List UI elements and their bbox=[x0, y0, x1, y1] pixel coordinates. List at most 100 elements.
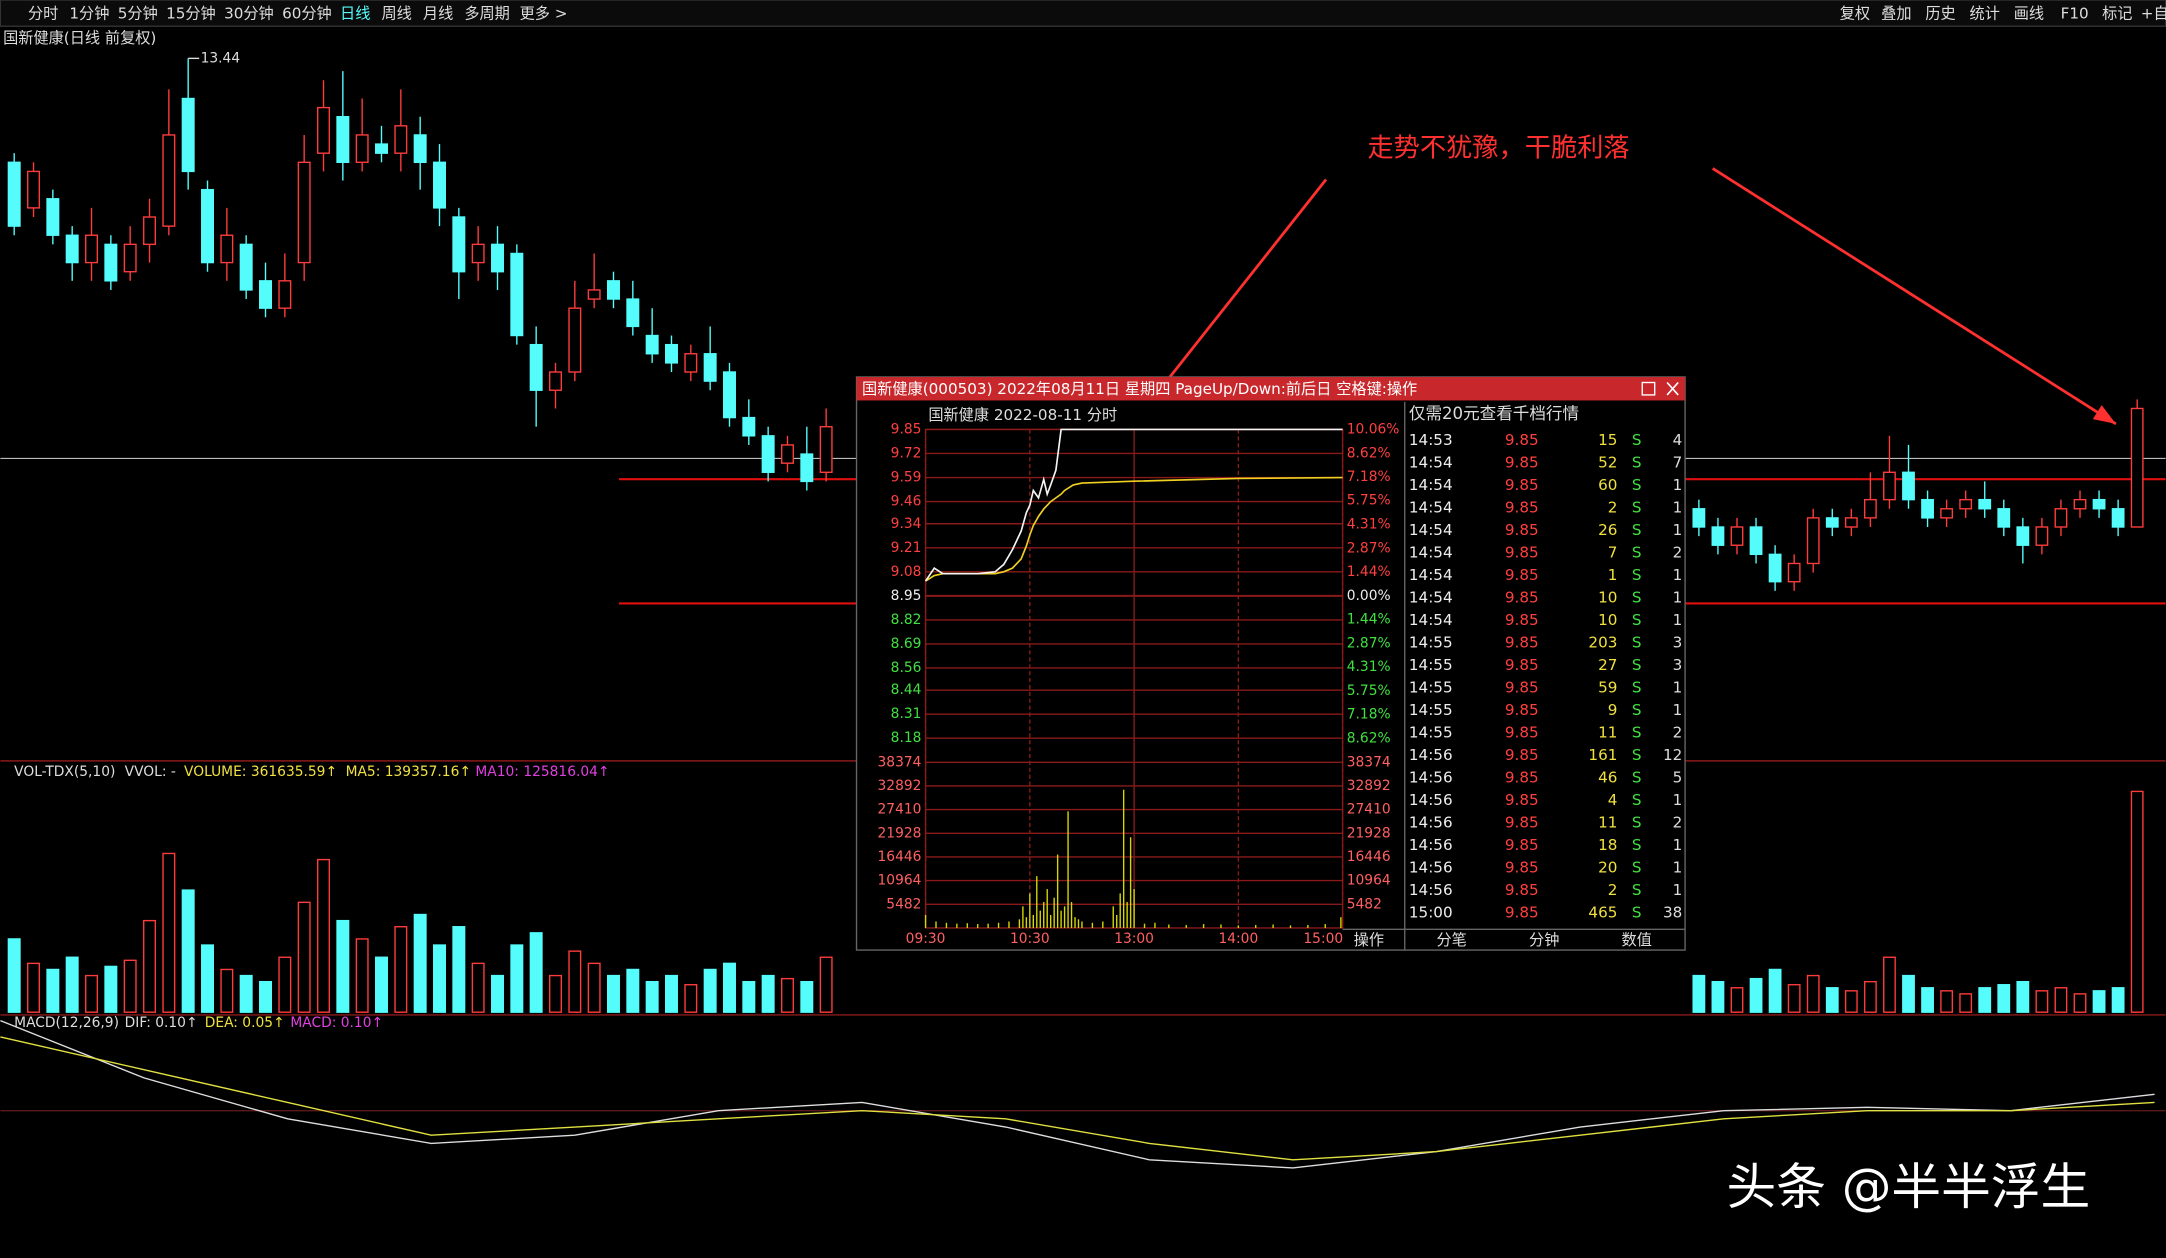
volume-bar bbox=[1921, 987, 1934, 1013]
trade-cell: 9.85 bbox=[1505, 589, 1539, 607]
candle-body bbox=[587, 289, 601, 300]
y-tick-label: 9.08 bbox=[891, 564, 922, 580]
volume-bar bbox=[220, 968, 234, 1013]
trade-cell: 1 bbox=[1608, 566, 1618, 584]
trade-cell: S bbox=[1632, 769, 1642, 787]
trade-cell: 465 bbox=[1588, 904, 1617, 922]
y2-tick-label: 5.75% bbox=[1347, 683, 1391, 699]
candle-body bbox=[1844, 517, 1858, 528]
volume-tick-label: 16446 bbox=[878, 849, 922, 865]
volume-bar bbox=[2035, 990, 2049, 1013]
trade-cell: 15:00 bbox=[1409, 904, 1453, 922]
trade-cell: 60 bbox=[1598, 476, 1617, 494]
macd-header: MACD(12,26,9) bbox=[14, 1015, 119, 1031]
trade-cell: 59 bbox=[1598, 679, 1617, 697]
toolbar-tab[interactable]: 15分钟 bbox=[166, 4, 216, 22]
candle-body bbox=[645, 334, 659, 355]
y2-tick-label: 8.62% bbox=[1347, 445, 1391, 461]
trade-cell: 14:53 bbox=[1409, 431, 1453, 449]
y-tick-label: 8.18 bbox=[891, 730, 922, 746]
candle-body bbox=[2054, 508, 2068, 528]
candle-body bbox=[2073, 498, 2087, 510]
toolbar-tab[interactable]: 5分钟 bbox=[118, 4, 158, 22]
toolbar-button[interactable]: 画线 bbox=[2014, 4, 2044, 22]
watermark: 头条 @半半浮生 bbox=[1726, 1158, 2090, 1216]
y2-tick-label: 4.31% bbox=[1347, 659, 1391, 675]
trade-cell: 27 bbox=[1598, 656, 1617, 674]
volume-bar bbox=[2092, 990, 2106, 1013]
trade-cell: 1 bbox=[1673, 476, 1683, 494]
toolbar-button[interactable]: 统计 bbox=[1970, 4, 2000, 22]
toolbar-button[interactable]: 叠加 bbox=[1881, 4, 1911, 22]
y-tick-label: 8.69 bbox=[891, 636, 922, 652]
trade-cell: 14:54 bbox=[1409, 611, 1453, 629]
trade-cell: 9.85 bbox=[1505, 859, 1539, 877]
x-tick-label: 09:30 bbox=[906, 931, 946, 947]
volume-bar bbox=[181, 889, 195, 1013]
macd-header: DEA: 0.05↑ bbox=[205, 1015, 285, 1031]
toolbar-tab[interactable]: 周线 bbox=[382, 4, 412, 22]
popup-tab[interactable]: 操作 bbox=[1354, 931, 1384, 949]
trade-cell: 14:56 bbox=[1409, 881, 1453, 899]
toolbar-tab[interactable]: 更多 > bbox=[520, 4, 568, 22]
trade-cell: S bbox=[1632, 656, 1642, 674]
candle-body bbox=[2130, 407, 2144, 528]
volume-bar bbox=[1787, 984, 1801, 1013]
toolbar-button[interactable]: 复权 bbox=[1840, 4, 1870, 22]
toolbar-tab[interactable]: 30分钟 bbox=[224, 4, 274, 22]
toolbar-tab[interactable]: 日线 bbox=[340, 4, 370, 22]
trade-cell: 9.85 bbox=[1505, 431, 1539, 449]
macd-header: MACD: 0.10↑ bbox=[290, 1015, 383, 1031]
trade-cell: 15 bbox=[1598, 431, 1617, 449]
toolbar-button[interactable]: 历史 bbox=[1925, 4, 1955, 22]
candle-body bbox=[1883, 471, 1896, 501]
trade-cell: 9.85 bbox=[1505, 611, 1539, 629]
candle-body bbox=[761, 435, 775, 473]
trade-cell: S bbox=[1632, 589, 1642, 607]
candle-body bbox=[317, 106, 330, 154]
volume-bar bbox=[568, 950, 582, 1013]
trade-cell: S bbox=[1632, 544, 1642, 562]
candle-body bbox=[1806, 517, 1820, 565]
candle-body bbox=[1768, 553, 1782, 583]
trade-cell: 12 bbox=[1663, 746, 1682, 764]
volume-bar bbox=[2111, 987, 2125, 1013]
toolbar-tab[interactable]: 多周期 bbox=[464, 4, 510, 22]
y-tick-label: 8.82 bbox=[891, 612, 922, 628]
trade-cell: S bbox=[1632, 791, 1642, 809]
toolbar-tab[interactable]: 1分钟 bbox=[69, 4, 109, 22]
toolbar-tab[interactable]: 分时 bbox=[28, 4, 58, 22]
trade-cell: 14:54 bbox=[1409, 476, 1453, 494]
candle-body bbox=[1940, 508, 1954, 519]
volume-bar bbox=[259, 980, 272, 1013]
y-tick-label: 8.56 bbox=[891, 660, 922, 676]
toolbar-button[interactable]: F10 bbox=[2061, 4, 2089, 22]
toolbar bbox=[0, 0, 2166, 27]
trade-cell: S bbox=[1632, 724, 1642, 742]
volume-bar bbox=[819, 956, 833, 1013]
trade-cell: 7 bbox=[1673, 454, 1683, 472]
candle-body bbox=[800, 453, 814, 483]
popup-maximize[interactable] bbox=[1641, 381, 1656, 396]
trade-cell: 9.85 bbox=[1505, 679, 1539, 697]
volume-bar bbox=[413, 913, 427, 1013]
popup-close[interactable] bbox=[1666, 381, 1679, 396]
trade-cell: 10 bbox=[1598, 589, 1617, 607]
trade-cell: 14:54 bbox=[1409, 544, 1453, 562]
toolbar-button[interactable]: +自 bbox=[2141, 4, 2166, 22]
trade-cell: 3 bbox=[1673, 634, 1683, 652]
toolbar-tab[interactable]: 60分钟 bbox=[282, 4, 332, 22]
popup-tab[interactable]: 分笔 bbox=[1437, 931, 1467, 949]
toolbar-button[interactable]: 标记 bbox=[2102, 4, 2132, 22]
popup-tab[interactable]: 分钟 bbox=[1529, 931, 1559, 949]
candle-body bbox=[1787, 562, 1801, 583]
toolbar-tab[interactable]: 月线 bbox=[423, 4, 453, 22]
candle-body bbox=[529, 343, 543, 391]
y2-tick-label: 7.18% bbox=[1347, 469, 1391, 485]
volume-bar bbox=[317, 858, 330, 1013]
popup-tab[interactable]: 数值 bbox=[1622, 931, 1652, 949]
trade-cell: 9.85 bbox=[1505, 724, 1539, 742]
trade-cell: 14:54 bbox=[1409, 499, 1453, 517]
trade-cell: 11 bbox=[1598, 724, 1617, 742]
volume-bar bbox=[375, 956, 388, 1013]
